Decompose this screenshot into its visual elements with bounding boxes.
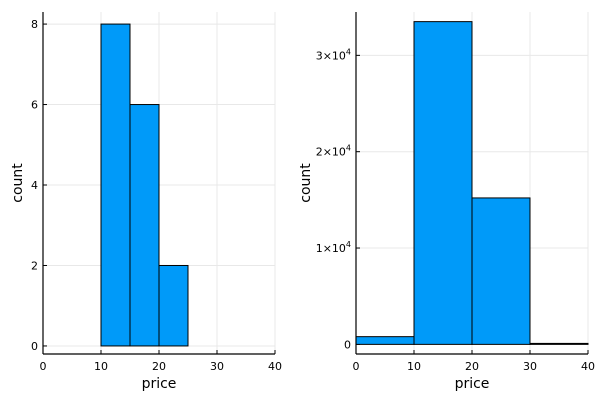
x-tick-label: 10 bbox=[94, 360, 108, 373]
x-tick-label: 20 bbox=[465, 360, 479, 373]
left-histogram-panel: 0 10 20 30 40 0 2 4 6 8 price count bbox=[10, 12, 282, 392]
y-axis-label: count bbox=[10, 163, 26, 203]
y-tick-base: 10 bbox=[332, 242, 346, 255]
x-tick-label: 0 bbox=[353, 360, 360, 373]
y-tick-label: 8 bbox=[31, 18, 38, 31]
x-tick-label: 30 bbox=[523, 360, 537, 373]
y-tick-label: 4 bbox=[31, 179, 38, 192]
histogram-bar bbox=[529, 342, 589, 345]
x-axis-label: price bbox=[455, 376, 490, 392]
y-tick-base: 10 bbox=[332, 49, 346, 62]
x-tick-label: 40 bbox=[581, 360, 595, 373]
histogram-bar bbox=[129, 104, 160, 347]
histogram-bar bbox=[413, 21, 473, 345]
x-axis-label: price bbox=[142, 376, 177, 392]
x-tick-label: 20 bbox=[152, 360, 166, 373]
y-tick-label: 6 bbox=[31, 99, 38, 112]
x-tick-label: 10 bbox=[407, 360, 421, 373]
y-tick-times: × bbox=[323, 49, 332, 62]
y-tick-mantissa: 1 bbox=[316, 242, 323, 255]
y-tick-times: × bbox=[323, 146, 332, 159]
y-tick-mantissa: 3 bbox=[316, 49, 323, 62]
y-tick-exponent: 4 bbox=[346, 240, 351, 249]
histogram-bar bbox=[355, 336, 415, 345]
x-tick-label: 0 bbox=[40, 360, 47, 373]
y-tick-mantissa: 2 bbox=[316, 146, 323, 159]
y-tick-label-sci: 3×104 bbox=[316, 47, 351, 62]
y-tick-exponent: 4 bbox=[346, 144, 351, 153]
y-tick-times: × bbox=[323, 242, 332, 255]
x-tick-label: 40 bbox=[268, 360, 282, 373]
histogram-bar bbox=[471, 197, 531, 345]
y-tick-exponent: 4 bbox=[346, 47, 351, 56]
histogram-bar bbox=[158, 264, 189, 347]
histogram-bar bbox=[100, 23, 131, 347]
y-tick-label: 0 bbox=[344, 338, 351, 351]
y-tick-base: 10 bbox=[332, 146, 346, 159]
x-tick-label: 30 bbox=[210, 360, 224, 373]
y-axis-label: count bbox=[298, 163, 314, 203]
y-tick-label: 2 bbox=[31, 259, 38, 272]
y-tick-label-sci: 2×104 bbox=[316, 144, 351, 159]
y-tick-label: 0 bbox=[31, 340, 38, 353]
y-tick-label-sci: 1×104 bbox=[316, 240, 351, 255]
